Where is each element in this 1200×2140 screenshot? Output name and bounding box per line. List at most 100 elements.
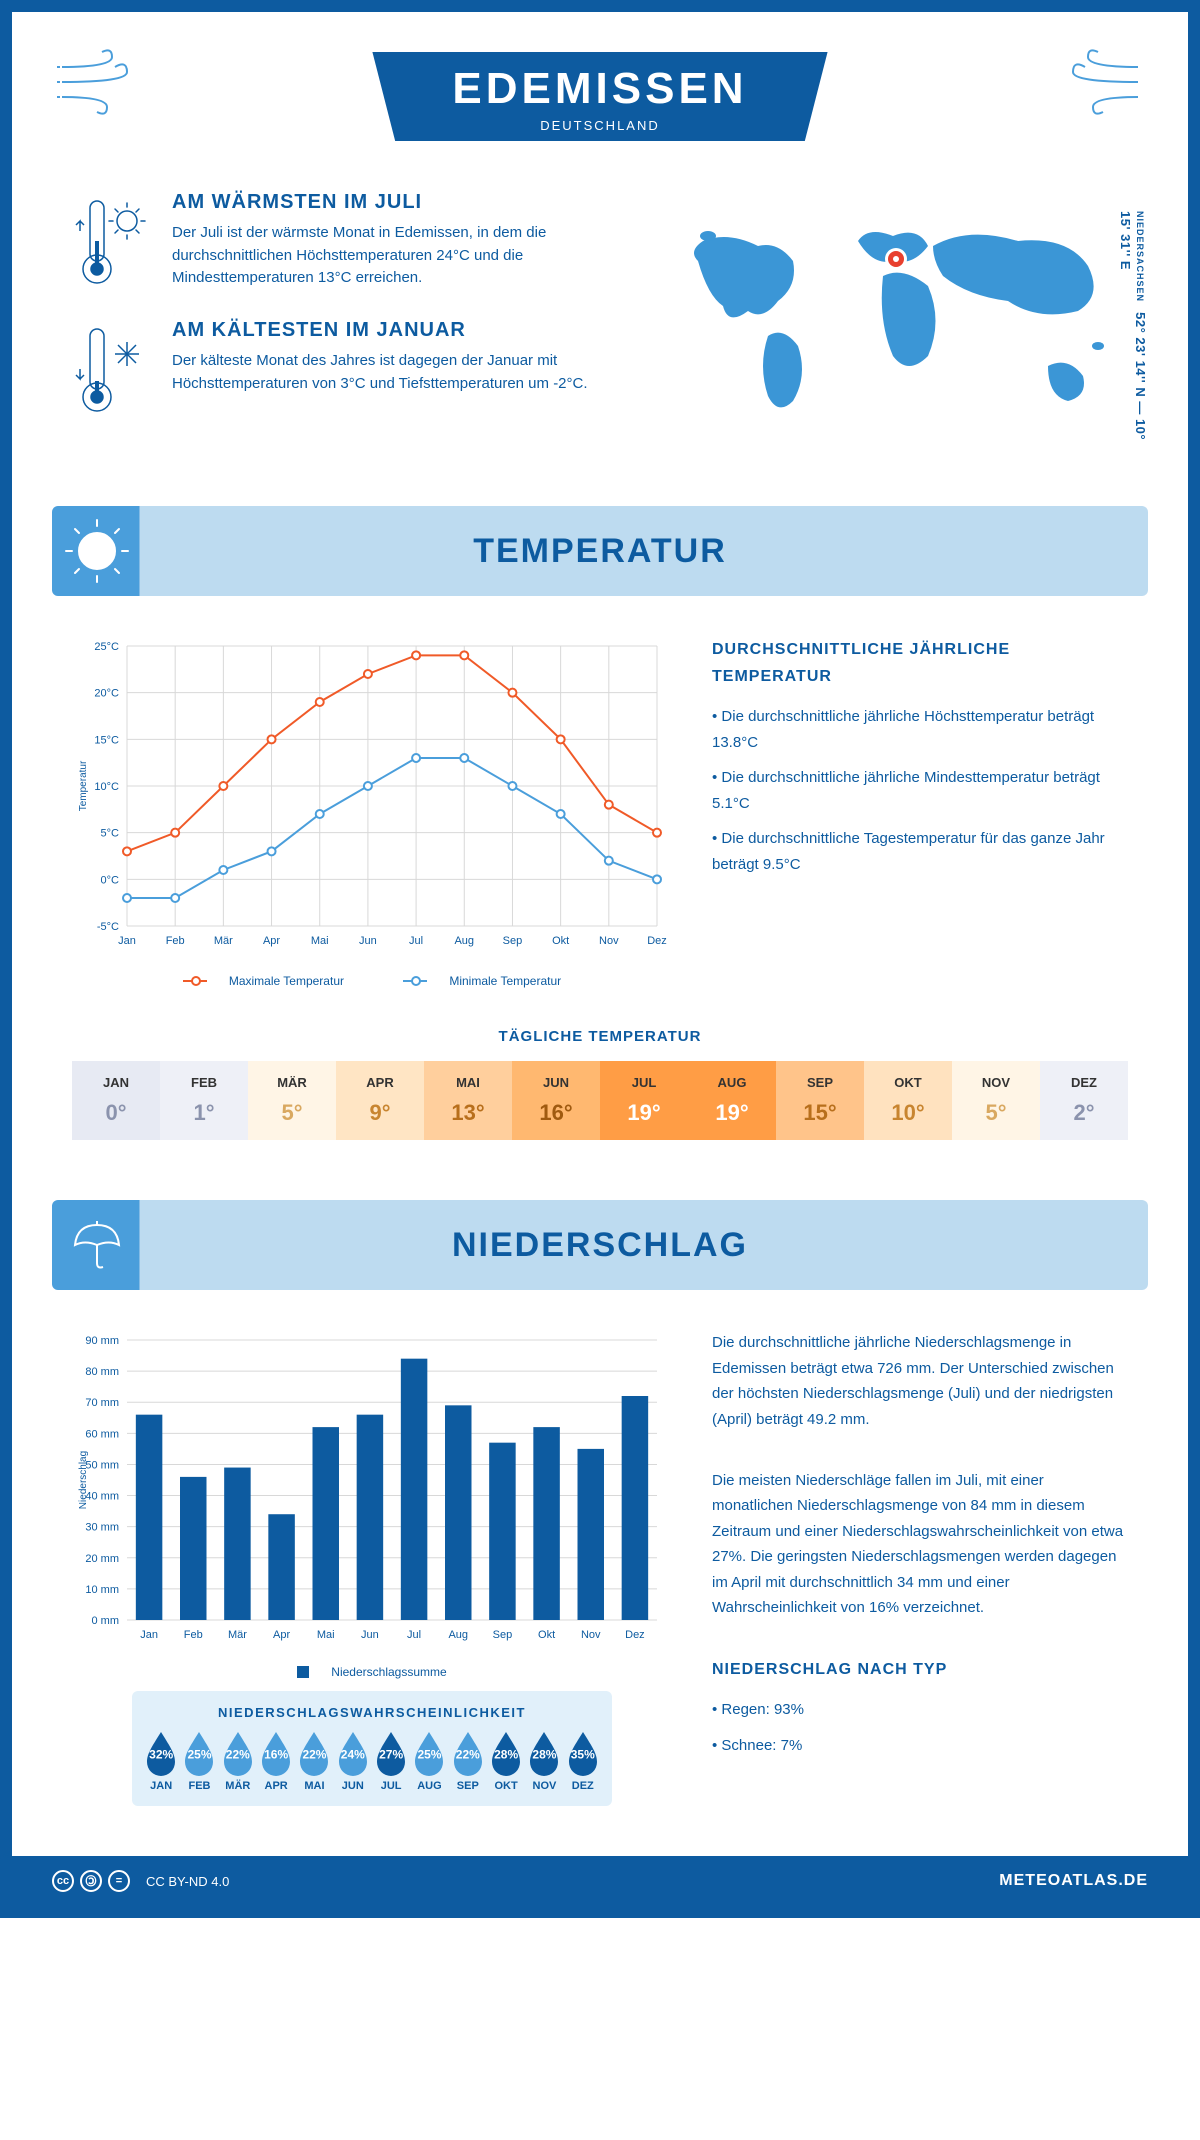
prob-cell: 22%MAI [295,1730,333,1792]
svg-text:80 mm: 80 mm [85,1366,119,1378]
thermometer-snow-icon [72,319,152,419]
svg-text:30 mm: 30 mm [85,1522,119,1534]
svg-text:10 mm: 10 mm [85,1584,119,1596]
svg-text:Feb: Feb [184,1629,203,1641]
svg-text:Jun: Jun [359,935,377,947]
precipitation-probability: NIEDERSCHLAGSWAHRSCHEINLICHKEIT 32%JAN25… [132,1691,612,1806]
city-title: EDEMISSEN [452,64,747,114]
prob-cell: 28%NOV [525,1730,563,1792]
temp-cell: NOV5° [952,1061,1040,1140]
umbrella-icon [67,1215,127,1275]
warmest-title: AM WÄRMSTEN IM JULI [172,191,628,214]
svg-text:Niederschlag: Niederschlag [78,1451,89,1509]
temp-cell: DEZ2° [1040,1061,1128,1140]
temp-cell: FEB1° [160,1061,248,1140]
svg-text:Jul: Jul [409,935,423,947]
svg-text:Jan: Jan [140,1629,158,1641]
temperature-title: TEMPERATUR [142,532,1148,571]
svg-text:Aug: Aug [454,935,474,947]
daily-temp-title: TÄGLICHE TEMPERATUR [72,1028,1128,1045]
precipitation-bar-chart: 0 mm 10 mm 20 mm 30 mm 40 mm 50 mm 60 mm 70 mm 8… [72,1330,672,1650]
coldest-text: Der kälteste Monat des Jahres ist dagege… [172,350,628,395]
svg-text:Dez: Dez [647,935,667,947]
world-map-icon [668,191,1128,451]
svg-text:Sep: Sep [503,935,523,947]
svg-text:Mär: Mär [214,935,233,947]
svg-text:Sep: Sep [493,1629,513,1641]
svg-text:Dez: Dez [625,1629,645,1641]
wind-icon [1048,42,1148,122]
country-subtitle: DEUTSCHLAND [452,118,747,133]
temp-cell: MAI13° [424,1061,512,1140]
coldest-title: AM KÄLTESTEN IM JANUAR [172,319,628,342]
temp-cell: APR9° [336,1061,424,1140]
temp-cell: JUL19° [600,1061,688,1140]
svg-text:70 mm: 70 mm [85,1397,119,1409]
svg-text:5°C: 5°C [101,828,120,840]
temp-cell: SEP15° [776,1061,864,1140]
svg-text:40 mm: 40 mm [85,1491,119,1503]
world-map-block: NIEDERSACHSEN 52° 23' 14'' N — 10° 15' 3… [668,191,1128,456]
svg-text:Apr: Apr [273,1629,290,1641]
temperature-line-chart: -5°C 0°C 5°C 10°C 15°C 20°C 25°C Jan Feb Mär Apr Ma… [72,636,672,956]
coldest-block: AM KÄLTESTEN IM JANUAR Der kälteste Mona… [72,319,628,419]
svg-text:0 mm: 0 mm [92,1615,120,1627]
prob-cell: 16%APR [257,1730,295,1792]
prob-cell: 35%DEZ [564,1730,602,1792]
precipitation-info: Die durchschnittliche jährliche Niedersc… [712,1330,1128,1806]
temp-cell: MÄR5° [248,1061,336,1140]
svg-text:Mai: Mai [311,935,329,947]
temp-cell: OKT10° [864,1061,952,1140]
svg-text:Jul: Jul [407,1629,421,1641]
prob-cell: 22%SEP [449,1730,487,1792]
warmest-text: Der Juli ist der wärmste Monat in Edemis… [172,222,628,290]
temp-chart-legend: Maximale Temperatur Minimale Temperatur [72,971,672,988]
svg-text:Nov: Nov [599,935,619,947]
svg-text:Temperatur: Temperatur [78,760,89,811]
precip-chart-legend: Niederschlagssumme [72,1665,672,1681]
coordinates: NIEDERSACHSEN 52° 23' 14'' N — 10° 15' 3… [1118,211,1148,456]
svg-text:15°C: 15°C [94,734,119,746]
svg-text:Okt: Okt [538,1629,555,1641]
prob-cell: 28%OKT [487,1730,525,1792]
thermometer-sun-icon [72,191,152,291]
svg-text:Mär: Mär [228,1629,247,1641]
cc-icon: cc [52,1870,74,1892]
svg-text:Aug: Aug [448,1629,468,1641]
license-block: cc 🄯 = CC BY-ND 4.0 [52,1870,229,1892]
precipitation-section-header: NIEDERSCHLAG [52,1200,1148,1290]
sun-icon [62,516,132,586]
precipitation-title: NIEDERSCHLAG [142,1226,1148,1265]
warmest-block: AM WÄRMSTEN IM JULI Der Juli ist der wär… [72,191,628,291]
temp-cell: JUN16° [512,1061,600,1140]
svg-text:Mai: Mai [317,1629,335,1641]
temperature-info: DURCHSCHNITTLICHE JÄHRLICHE TEMPERATUR •… [712,636,1128,988]
temp-cell: JAN0° [72,1061,160,1140]
svg-text:25°C: 25°C [94,641,119,653]
svg-text:10°C: 10°C [94,781,119,793]
svg-text:Jun: Jun [361,1629,379,1641]
wind-icon [52,42,152,122]
svg-text:Apr: Apr [263,935,280,947]
svg-text:50 mm: 50 mm [85,1459,119,1471]
temperature-section-header: TEMPERATUR [52,506,1148,596]
svg-text:20 mm: 20 mm [85,1553,119,1565]
svg-text:Jan: Jan [118,935,136,947]
prob-cell: 27%JUL [372,1730,410,1792]
prob-cell: 24%JUN [334,1730,372,1792]
svg-text:20°C: 20°C [94,688,119,700]
prob-cell: 32%JAN [142,1730,180,1792]
svg-text:0°C: 0°C [101,874,120,886]
svg-text:60 mm: 60 mm [85,1428,119,1440]
prob-cell: 25%AUG [410,1730,448,1792]
footer: cc 🄯 = CC BY-ND 4.0 METEOATLAS.DE [12,1856,1188,1906]
svg-text:-5°C: -5°C [97,921,119,933]
temp-cell: AUG19° [688,1061,776,1140]
header: EDEMISSEN DEUTSCHLAND [12,12,1188,171]
site-name: METEOATLAS.DE [999,1872,1148,1890]
nd-icon: = [108,1870,130,1892]
svg-text:Okt: Okt [552,935,569,947]
daily-temp-table: JAN0°FEB1°MÄR5°APR9°MAI13°JUN16°JUL19°AU… [72,1061,1128,1140]
svg-text:Feb: Feb [166,935,185,947]
prob-cell: 22%MÄR [219,1730,257,1792]
